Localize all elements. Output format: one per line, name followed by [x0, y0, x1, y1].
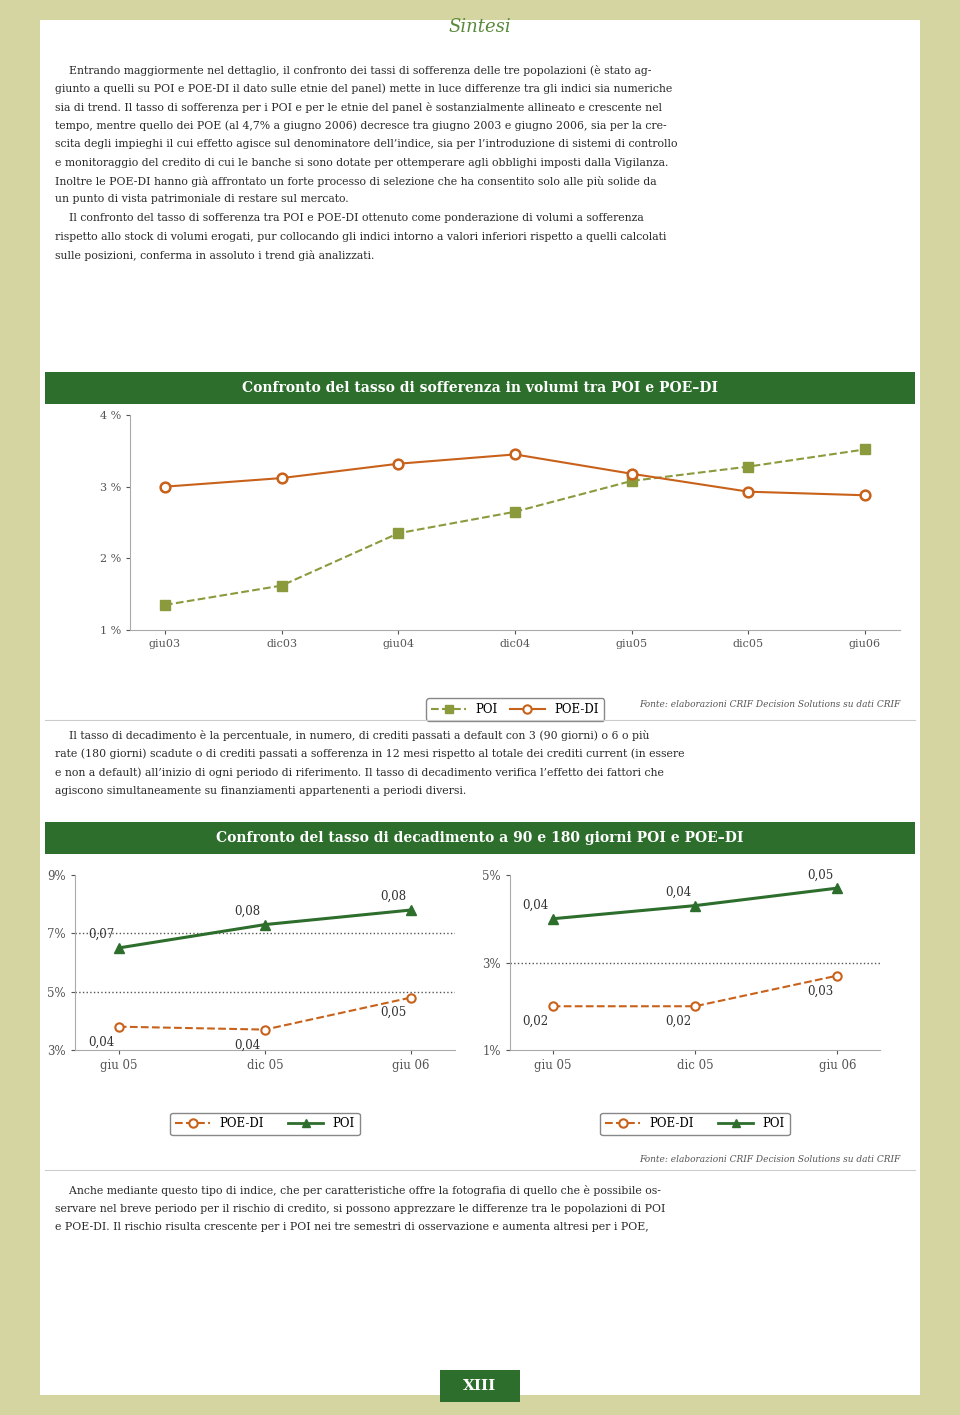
Text: sia di trend. Il tasso di sofferenza per i POI e per le etnie del panel è sostan: sia di trend. Il tasso di sofferenza per…	[55, 102, 662, 113]
Text: 0,04: 0,04	[664, 886, 691, 899]
Text: e non a default) all’inizio di ogni periodo di riferimento. Il tasso di decadime: e non a default) all’inizio di ogni peri…	[55, 767, 664, 778]
Text: Anche mediante questo tipo di indice, che per caratteristiche offre la fotografi: Anche mediante questo tipo di indice, ch…	[55, 1184, 660, 1196]
Text: 0,05: 0,05	[807, 869, 833, 882]
Text: 0,04: 0,04	[234, 1039, 260, 1051]
Text: scita degli impieghi il cui effetto agisce sul denominatore dell’indice, sia per: scita degli impieghi il cui effetto agis…	[55, 139, 678, 149]
Text: 0,05: 0,05	[380, 1006, 407, 1019]
Text: 0,02: 0,02	[522, 1015, 549, 1029]
Text: Fonte: elaborazioni CRIF Decision Solutions su dati CRIF: Fonte: elaborazioni CRIF Decision Soluti…	[638, 1155, 900, 1165]
Text: 0,04: 0,04	[522, 899, 549, 913]
Text: rate (180 giorni) scadute o di crediti passati a sofferenza in 12 mesi rispetto : rate (180 giorni) scadute o di crediti p…	[55, 749, 684, 758]
Text: Entrando maggiormente nel dettaglio, il confronto dei tassi di sofferenza delle : Entrando maggiormente nel dettaglio, il …	[55, 65, 652, 76]
Text: 0,08: 0,08	[234, 904, 260, 917]
Text: tempo, mentre quello dei POE (al 4,7% a giugno 2006) decresce tra giugno 2003 e : tempo, mentre quello dei POE (al 4,7% a …	[55, 120, 666, 132]
Text: Fonte: elaborazioni CRIF Decision Solutions su dati CRIF: Fonte: elaborazioni CRIF Decision Soluti…	[638, 700, 900, 709]
Text: e monitoraggio del credito di cui le banche si sono dotate per ottemperare agli : e monitoraggio del credito di cui le ban…	[55, 157, 668, 167]
Text: un punto di vista patrimoniale di restare sul mercato.: un punto di vista patrimoniale di restar…	[55, 194, 348, 205]
Text: sulle posizioni, conferma in assoluto i trend già analizzati.: sulle posizioni, conferma in assoluto i …	[55, 250, 374, 260]
Text: Il tasso di decadimento è la percentuale, in numero, di crediti passati a defaul: Il tasso di decadimento è la percentuale…	[55, 730, 650, 741]
Legend: POE-DI, POI: POE-DI, POI	[600, 1112, 790, 1135]
Text: 0,03: 0,03	[807, 985, 833, 998]
Text: Confronto del tasso di sofferenza in volumi tra POI e POE–DI: Confronto del tasso di sofferenza in vol…	[242, 381, 718, 395]
Text: XIII: XIII	[464, 1380, 496, 1392]
Text: 0,04: 0,04	[88, 1036, 114, 1049]
Legend: POE-DI, POI: POE-DI, POI	[170, 1112, 360, 1135]
Text: giunto a quelli su POI e POE-DI il dato sulle etnie del panel) mette in luce dif: giunto a quelli su POI e POE-DI il dato …	[55, 83, 672, 93]
Text: Il confronto del tasso di sofferenza tra POI e POE-DI ottenuto come ponderazione: Il confronto del tasso di sofferenza tra…	[55, 214, 644, 224]
Text: Confronto del tasso di decadimento a 90 e 180 giorni POI e POE–DI: Confronto del tasso di decadimento a 90 …	[216, 831, 744, 845]
Text: servare nel breve periodo per il rischio di credito, si possono apprezzare le di: servare nel breve periodo per il rischio…	[55, 1204, 665, 1214]
Text: 0,08: 0,08	[380, 890, 407, 903]
Text: agiscono simultaneamente su finanziamenti appartenenti a periodi diversi.: agiscono simultaneamente su finanziament…	[55, 785, 467, 795]
Text: rispetto allo stock di volumi erogati, pur collocando gli indici intorno a valor: rispetto allo stock di volumi erogati, p…	[55, 232, 666, 242]
Legend: POI, POE-DI: POI, POE-DI	[426, 699, 604, 720]
Text: Inoltre le POE-DI hanno già affrontato un forte processo di selezione che ha con: Inoltre le POE-DI hanno già affrontato u…	[55, 175, 657, 187]
Text: e POE-DI. Il rischio risulta crescente per i POI nei tre semestri di osservazion: e POE-DI. Il rischio risulta crescente p…	[55, 1223, 649, 1232]
Text: 0,02: 0,02	[665, 1015, 691, 1029]
Text: 0,07: 0,07	[88, 928, 114, 941]
Text: Sintesi: Sintesi	[448, 18, 512, 35]
